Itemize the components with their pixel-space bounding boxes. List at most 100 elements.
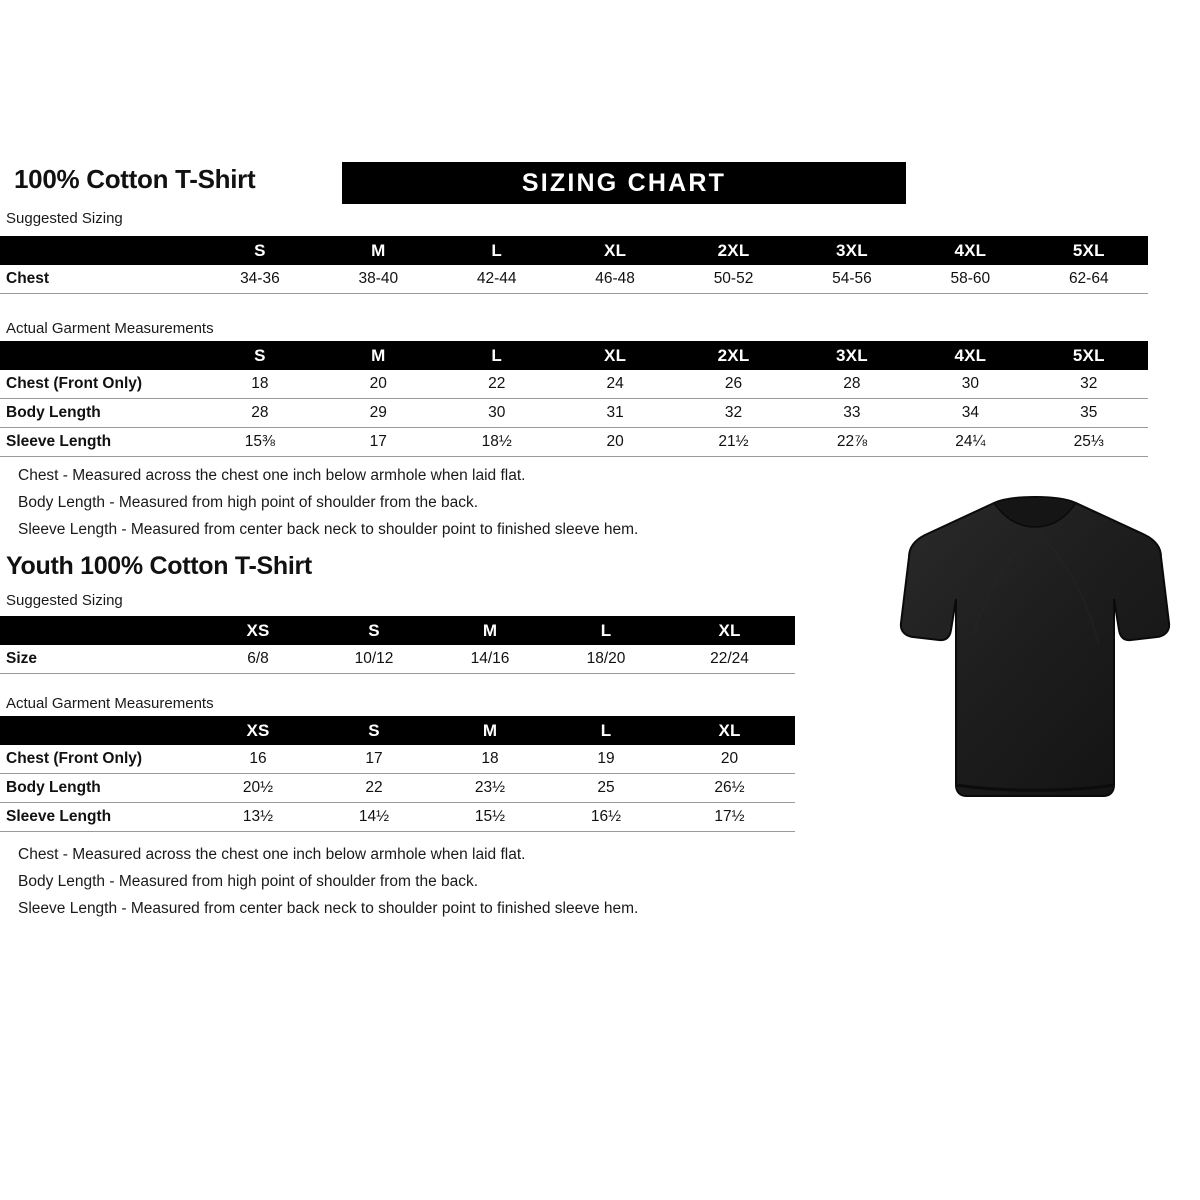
table-row: Sleeve Length 13½ 14½ 15½ 16½ 17½ [0, 802, 795, 832]
table-row: Size 6/8 10/12 14/16 18/20 22/24 [0, 645, 795, 674]
adult-suggested-column-header: 5XL [1072, 240, 1105, 260]
adult-actual-column-header: 4XL [954, 345, 987, 365]
adult-actual-column-header: 5XL [1072, 345, 1105, 365]
adult-suggested-column-header: 4XL [954, 240, 987, 260]
youth-actual-row-label: Chest (Front Only) [6, 750, 143, 767]
youth-actual-measurements-label: Actual Garment Measurements [6, 695, 214, 712]
measurement-note: Sleeve Length - Measured from center bac… [18, 900, 639, 917]
adult-actual-cell: 22 [488, 375, 506, 392]
adult-actual-column-header: L [491, 345, 502, 365]
youth-suggested-header-row: XS S M L XL [0, 616, 795, 645]
youth-actual-header-row: XS S M L XL [0, 716, 795, 745]
adult-actual-column-header: 3XL [836, 345, 868, 365]
youth-actual-cell: 16½ [548, 802, 664, 832]
adult-suggested-cell: 62-64 [1029, 265, 1148, 294]
adult-suggested-cell: 38-40 [319, 265, 438, 294]
adult-actual-row-label: Body Length [0, 398, 201, 428]
adult-actual-cell: 34 [911, 398, 1030, 428]
adult-suggested-column-header: 2XL [717, 240, 750, 260]
youth-actual-cell: 19 [597, 750, 615, 767]
adult-actual-cell: 31 [555, 398, 675, 428]
youth-actual-corner-cell [0, 716, 200, 745]
youth-actual-cell: 26½ [664, 773, 795, 803]
youth-actual-column-header: XL [718, 720, 741, 740]
adult-suggested-header-row: S M L XL 2XL 3XL 4XL 5XL [0, 236, 1148, 265]
youth-suggested-column-header: XS [246, 620, 270, 640]
adult-actual-cell: 30 [437, 398, 556, 428]
adult-actual-cell: 21½ [674, 427, 793, 457]
youth-suggested-cell: 14/16 [432, 645, 548, 674]
youth-actual-cell: 20½ [200, 773, 316, 803]
adult-actual-cell: 28 [843, 375, 861, 392]
adult-actual-cell: 22⅞ [792, 427, 912, 457]
youth-suggested-column-header: M [482, 620, 498, 640]
adult-actual-cell: 24¼ [911, 427, 1030, 457]
adult-actual-cell: 18½ [437, 427, 556, 457]
adult-actual-column-header: 2XL [717, 345, 750, 365]
youth-measurement-notes: Chest - Measured across the chest one in… [18, 841, 638, 922]
youth-actual-cell: 23½ [432, 773, 548, 803]
youth-actual-column-header: S [368, 720, 380, 740]
youth-actual-cell: 14½ [316, 802, 432, 832]
adult-actual-cell: 15⅜ [200, 427, 320, 457]
youth-suggested-sizing-label: Suggested Sizing [6, 592, 123, 609]
youth-actual-column-header: M [482, 720, 498, 740]
adult-actual-header-row: S M L XL 2XL 3XL 4XL 5XL [0, 341, 1148, 370]
adult-actual-cell: 28 [200, 398, 320, 428]
measurement-note: Chest - Measured across the chest one in… [18, 846, 526, 863]
youth-actual-cell: 25 [548, 773, 664, 803]
chart-header: 100% Cotton T-Shirt SIZING CHART [8, 162, 1192, 208]
adult-suggested-row-label: Chest [0, 265, 201, 294]
adult-actual-cell: 26 [724, 375, 743, 392]
youth-actual-measurements-table: XS S M L XL Chest (Front Only) 16 17 18 19 20 Body … [0, 716, 795, 832]
adult-actual-cell: 35 [1029, 398, 1148, 428]
adult-actual-row-label: Chest (Front Only) [6, 375, 143, 392]
adult-actual-cell: 25⅓ [1029, 427, 1148, 457]
youth-actual-cell: 17½ [664, 802, 795, 832]
adult-suggested-column-header: L [491, 240, 502, 260]
youth-actual-cell: 16 [249, 750, 267, 767]
youth-actual-column-header: L [600, 720, 612, 740]
table-row: Body Length 28 29 30 31 32 33 34 35 [0, 398, 1148, 428]
youth-suggested-row-label: Size [0, 645, 200, 674]
adult-suggested-sizing-label: Suggested Sizing [6, 210, 123, 227]
youth-actual-cell: 22 [316, 773, 432, 803]
table-row: Chest (Front Only) 16 17 18 19 20 [0, 745, 795, 774]
adult-actual-cell: 29 [319, 398, 438, 428]
adult-actual-column-header: XL [604, 345, 627, 365]
adult-actual-cell: 20 [555, 427, 675, 457]
adult-actual-cell: 32 [1080, 375, 1098, 392]
adult-actual-cell: 33 [792, 398, 912, 428]
youth-suggested-cell: 18/20 [548, 645, 664, 674]
table-row: Chest 34-36 38-40 42-44 46-48 50-52 54-56 58-60… [0, 265, 1148, 294]
youth-actual-row-label: Sleeve Length [0, 802, 200, 832]
adult-actual-measurements-label: Actual Garment Measurements [6, 320, 214, 337]
youth-actual-cell: 13½ [200, 802, 316, 832]
table-row: Chest (Front Only) 18 20 22 24 26 28 30 32 [0, 370, 1148, 399]
youth-suggested-column-header: XL [718, 620, 741, 640]
page-title: 100% Cotton T-Shirt [14, 164, 256, 194]
adult-actual-row-label: Sleeve Length [0, 427, 201, 457]
table-row: Body Length 20½ 22 23½ 25 26½ [0, 773, 795, 803]
sizing-chart-banner-label: SIZING CHART [521, 169, 727, 197]
adult-actual-cell: 18 [251, 375, 269, 392]
youth-actual-cell: 18 [481, 750, 499, 767]
adult-measurement-notes: Chest - Measured across the chest one in… [18, 462, 638, 543]
adult-suggested-column-header: S [254, 240, 266, 260]
adult-suggested-cell: 54-56 [792, 265, 912, 294]
adult-actual-cell: 20 [369, 375, 387, 392]
adult-suggested-column-header: 3XL [836, 240, 868, 260]
youth-suggested-sizing-table: XS S M L XL Size 6/8 10/12 14/16 18/20 22/24 [0, 616, 795, 674]
youth-actual-column-header: XS [246, 720, 270, 740]
youth-suggested-cell: 22/24 [664, 645, 795, 674]
adult-suggested-cell: 46-48 [555, 265, 675, 294]
youth-actual-row-label: Body Length [0, 773, 200, 803]
sizing-chart-banner: SIZING CHART [342, 162, 906, 204]
adult-suggested-cell: 34-36 [200, 265, 320, 294]
adult-suggested-cell: 58-60 [911, 265, 1030, 294]
youth-actual-cell: 20 [720, 750, 739, 767]
adult-actual-column-header: S [254, 345, 266, 365]
adult-suggested-corner-cell [0, 236, 201, 265]
measurement-note: Sleeve Length - Measured from center bac… [18, 521, 639, 538]
